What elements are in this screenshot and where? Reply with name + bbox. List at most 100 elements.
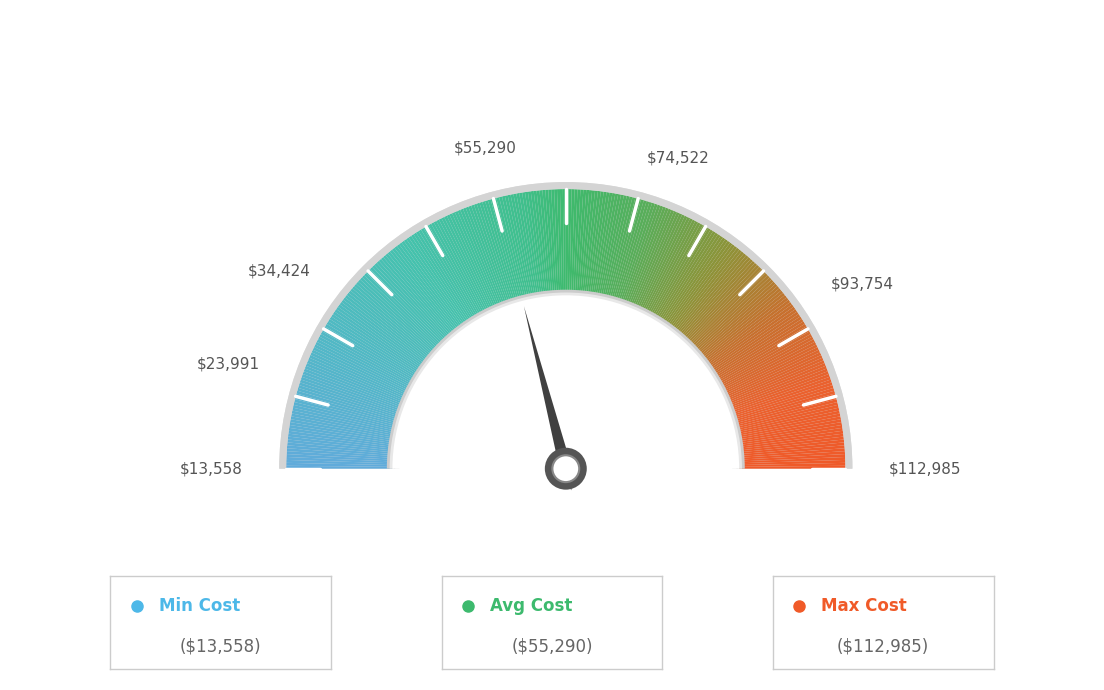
Wedge shape (694, 282, 775, 354)
Wedge shape (302, 371, 403, 410)
Wedge shape (691, 275, 769, 350)
Wedge shape (333, 311, 423, 373)
Wedge shape (493, 198, 522, 302)
Wedge shape (735, 408, 839, 433)
Wedge shape (716, 331, 810, 385)
Wedge shape (575, 190, 583, 295)
Wedge shape (739, 448, 845, 457)
Wedge shape (549, 190, 556, 295)
Wedge shape (739, 457, 846, 463)
Wedge shape (308, 357, 406, 402)
Wedge shape (362, 275, 440, 350)
Wedge shape (358, 279, 438, 353)
Wedge shape (639, 216, 688, 313)
Wedge shape (424, 226, 479, 319)
Wedge shape (499, 197, 527, 300)
Wedge shape (731, 382, 832, 417)
Wedge shape (392, 295, 740, 469)
Wedge shape (488, 199, 519, 302)
Wedge shape (728, 368, 828, 408)
Wedge shape (720, 342, 816, 392)
Wedge shape (567, 189, 572, 295)
Wedge shape (739, 454, 846, 462)
Wedge shape (713, 322, 805, 379)
Wedge shape (316, 342, 412, 392)
Wedge shape (607, 197, 635, 301)
Wedge shape (729, 371, 829, 410)
Wedge shape (684, 265, 760, 344)
Wedge shape (290, 416, 395, 438)
Wedge shape (677, 253, 746, 336)
Wedge shape (444, 216, 492, 313)
Wedge shape (279, 182, 852, 469)
Wedge shape (288, 437, 394, 451)
Wedge shape (295, 396, 399, 426)
Text: $112,985: $112,985 (889, 461, 962, 476)
Wedge shape (288, 431, 394, 447)
Wedge shape (434, 221, 486, 316)
Wedge shape (370, 267, 446, 345)
Wedge shape (573, 189, 581, 295)
Wedge shape (558, 189, 562, 295)
Wedge shape (331, 314, 422, 374)
Wedge shape (312, 347, 410, 395)
Wedge shape (337, 307, 424, 370)
Wedge shape (474, 204, 510, 305)
Wedge shape (383, 255, 454, 337)
Wedge shape (411, 234, 471, 324)
Wedge shape (301, 374, 403, 412)
Wedge shape (449, 213, 496, 311)
Wedge shape (714, 324, 807, 380)
Wedge shape (666, 241, 730, 328)
Wedge shape (739, 445, 845, 456)
Wedge shape (287, 440, 393, 453)
Wedge shape (287, 442, 393, 454)
Wedge shape (305, 366, 404, 406)
Text: $34,424: $34,424 (247, 264, 310, 278)
Wedge shape (318, 337, 413, 388)
Wedge shape (571, 189, 577, 295)
Wedge shape (388, 251, 457, 335)
Wedge shape (729, 374, 830, 412)
Wedge shape (645, 219, 696, 315)
Wedge shape (570, 189, 574, 295)
Wedge shape (404, 239, 467, 327)
Wedge shape (591, 192, 609, 297)
Wedge shape (736, 419, 841, 440)
Wedge shape (354, 284, 436, 355)
Wedge shape (649, 224, 703, 317)
Wedge shape (735, 411, 840, 435)
Wedge shape (289, 425, 394, 444)
Wedge shape (616, 201, 649, 303)
Wedge shape (710, 314, 800, 374)
Wedge shape (295, 399, 397, 427)
Wedge shape (551, 189, 559, 295)
Wedge shape (692, 277, 772, 351)
Text: ($112,985): ($112,985) (837, 637, 930, 655)
Wedge shape (604, 196, 629, 300)
Text: $23,991: $23,991 (198, 357, 261, 372)
Wedge shape (317, 339, 412, 390)
Wedge shape (431, 222, 484, 317)
Wedge shape (390, 293, 742, 469)
Wedge shape (613, 199, 644, 302)
Wedge shape (707, 304, 794, 368)
Wedge shape (636, 213, 682, 311)
Wedge shape (740, 466, 846, 469)
Wedge shape (402, 241, 466, 328)
Wedge shape (740, 463, 846, 467)
Wedge shape (296, 393, 399, 424)
Wedge shape (730, 377, 831, 413)
Wedge shape (468, 206, 507, 306)
Wedge shape (347, 293, 431, 361)
Wedge shape (601, 195, 624, 299)
Wedge shape (736, 416, 841, 438)
Wedge shape (367, 271, 443, 347)
Wedge shape (587, 191, 604, 297)
Wedge shape (716, 329, 809, 384)
Wedge shape (414, 233, 473, 324)
Wedge shape (524, 192, 542, 297)
Wedge shape (703, 297, 788, 364)
Wedge shape (321, 331, 415, 385)
Wedge shape (436, 219, 487, 315)
